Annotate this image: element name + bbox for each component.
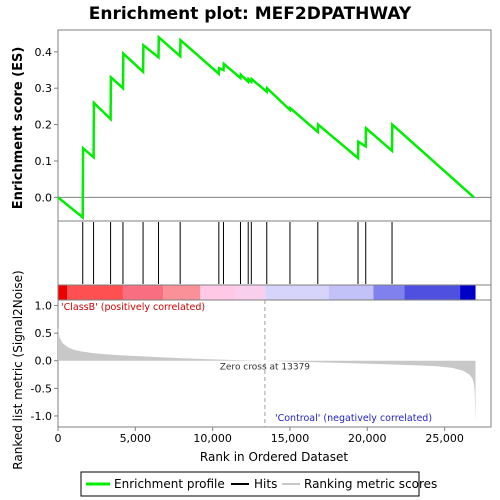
legend-frame — [80, 471, 420, 497]
chart-title: Enrichment plot: MEF2DPATHWAY — [89, 4, 412, 24]
negative-class-label: 'Controal' (negatively correlated) — [275, 413, 432, 424]
colorbar-segment — [404, 285, 461, 300]
ranked-metric-panel: Zero cross at 13379 'ClassB' (positively… — [11, 270, 492, 470]
x-tick-label: 5,000 — [120, 432, 152, 445]
es-y-tick-label: 0.3 — [35, 82, 53, 95]
metric-y-axis-label: Ranked list metric (Signal2Noise) — [11, 270, 25, 469]
zero-cross-annotation: Zero cross at 13379 — [220, 363, 311, 373]
enrichment-score-panel: 0.0 0.1 0.2 0.3 0.4 Enrichment score (ES) — [11, 29, 492, 222]
colorbar-segment — [67, 285, 123, 300]
es-y-tick-label: 0.1 — [35, 155, 53, 168]
colorbar-segment — [373, 285, 405, 300]
x-tick-label: 10,000 — [193, 432, 232, 445]
rank-colorbar — [58, 285, 476, 300]
colorbar-segment — [265, 285, 329, 300]
es-y-tick-label: 0.0 — [35, 191, 53, 204]
colorbar-segment — [460, 285, 476, 300]
colorbar-segment — [122, 285, 164, 300]
hits-frame — [57, 220, 492, 286]
legend: Enrichment profile Hits Ranking metric s… — [80, 471, 437, 497]
es-plot-frame — [57, 29, 492, 222]
positive-class-label: 'ClassB' (positively correlated) — [61, 302, 205, 313]
x-axis: 0 5,000 10,000 15,000 20,000 25,000 — [55, 427, 464, 445]
x-tick-label: 20,000 — [348, 432, 387, 445]
colorbar-segment — [58, 285, 68, 300]
es-y-axis: 0.0 0.1 0.2 0.3 0.4 — [35, 46, 58, 204]
metric-y-tick-label: 1.0 — [35, 300, 53, 313]
metric-y-tick-label: -1.0 — [31, 410, 52, 423]
colorbar-segment — [328, 285, 374, 300]
colorbar-segment — [200, 285, 236, 300]
colorbar-segment — [163, 285, 201, 300]
enrichment-profile-line — [57, 34, 475, 221]
x-tick-label: 25,000 — [425, 432, 464, 445]
hit-markers — [82, 222, 393, 284]
metric-y-axis: -1.0 -0.5 0.0 0.5 1.0 — [31, 300, 58, 423]
metric-y-tick-label: 0.0 — [35, 355, 53, 368]
es-y-tick-label: 0.4 — [35, 46, 53, 59]
metric-y-tick-label: -0.5 — [31, 382, 52, 395]
x-tick-label: 15,000 — [271, 432, 310, 445]
x-tick-label: 0 — [55, 432, 62, 445]
colorbar-segment — [235, 285, 266, 300]
rank-colorbar-panel — [57, 284, 492, 301]
hits-panel — [57, 220, 492, 286]
legend-profile-label: Enrichment profile — [114, 477, 225, 491]
es-y-axis-label: Enrichment score (ES) — [11, 47, 26, 210]
es-y-tick-label: 0.2 — [35, 119, 53, 132]
legend-metric-label: Ranking metric scores — [304, 477, 437, 491]
legend-hits-label: Hits — [254, 477, 277, 491]
x-axis-label: Rank in Ordered Dataset — [200, 450, 348, 464]
metric-y-tick-label: 0.5 — [35, 327, 53, 340]
